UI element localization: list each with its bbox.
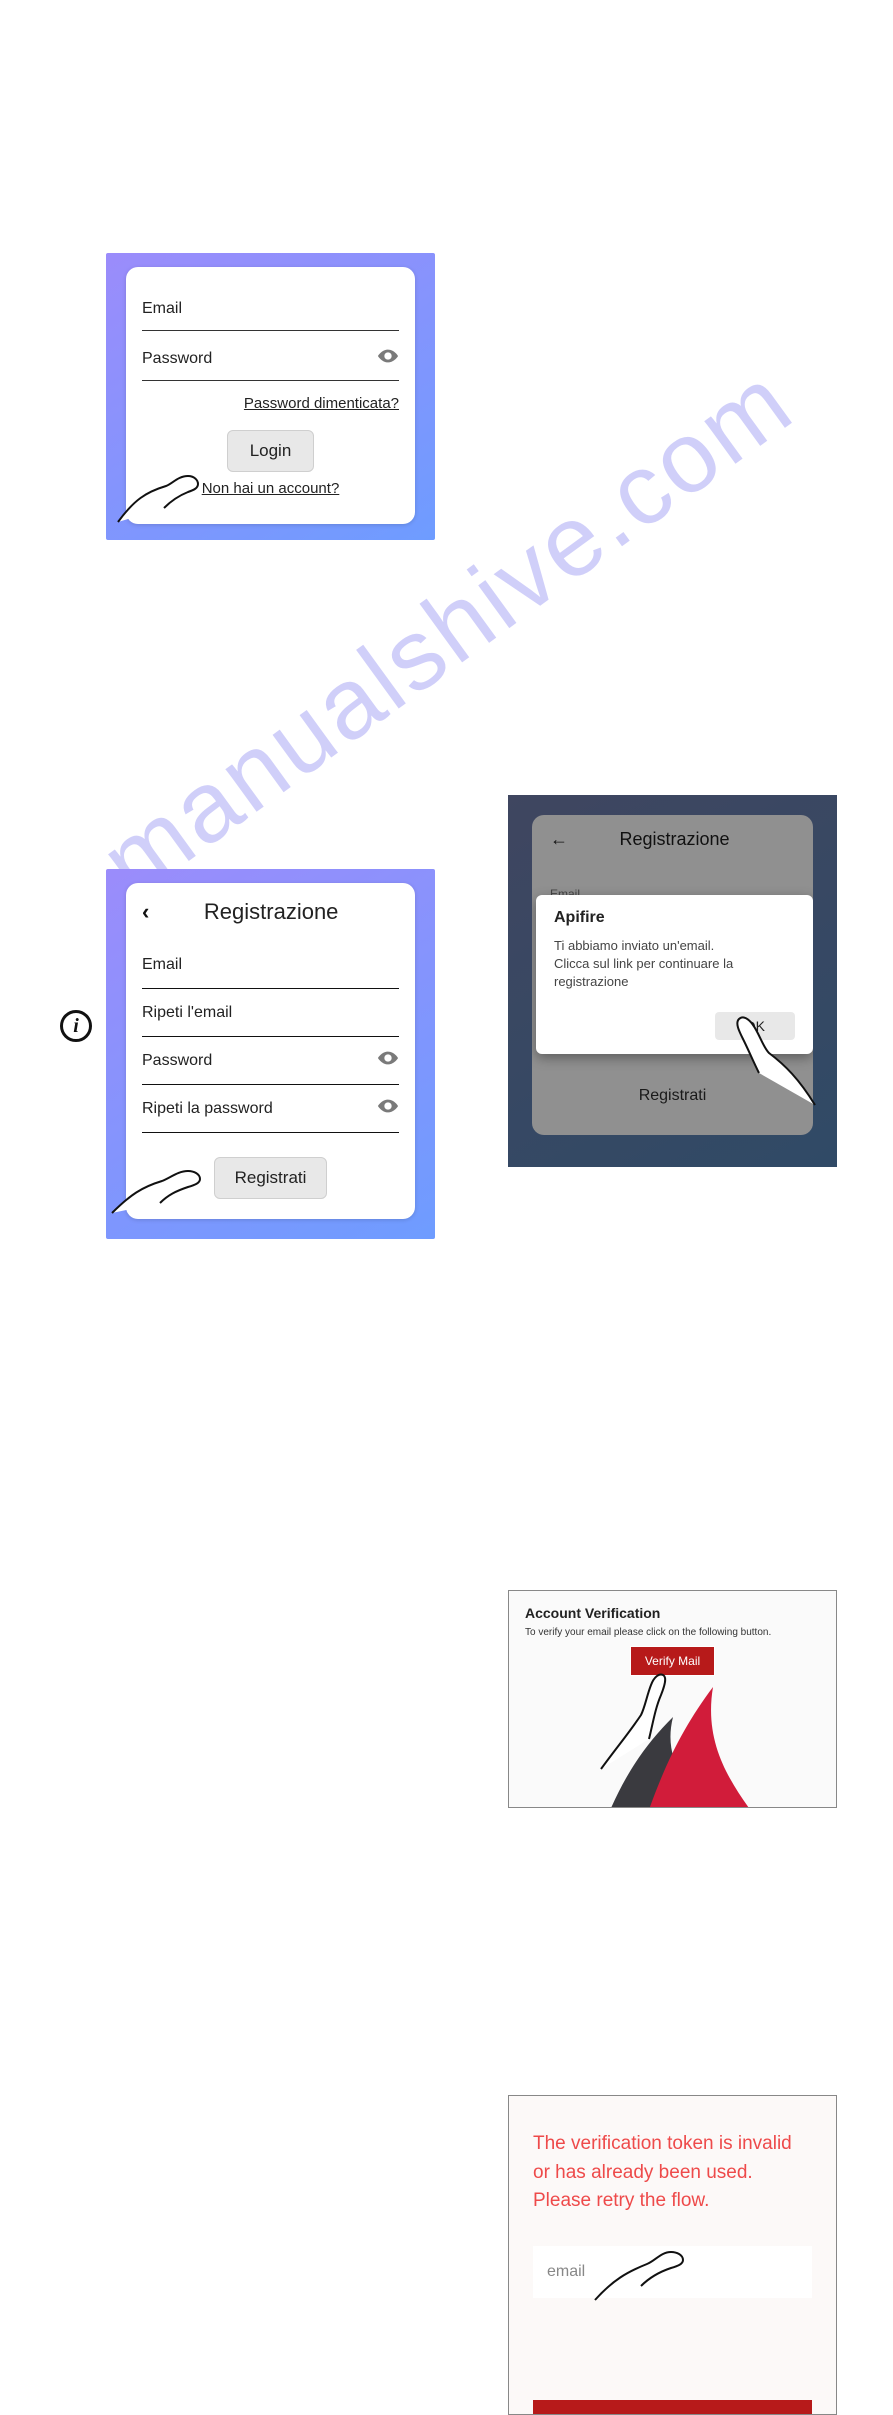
forgot-password-link[interactable]: Password dimenticata? bbox=[142, 395, 399, 412]
verify-title: Account Verification bbox=[525, 1605, 836, 1621]
back-arrow-icon[interactable]: ← bbox=[550, 829, 568, 850]
error-text: The verification token is invalid or has… bbox=[533, 2130, 812, 2216]
info-icon: i bbox=[60, 1010, 92, 1042]
dialog-screenshot-frame: ← Registrazione Email Apifire Ti abbiamo… bbox=[508, 795, 837, 1167]
no-account-link[interactable]: Non hai un account? bbox=[142, 480, 399, 497]
modal-title: Apifire bbox=[554, 909, 795, 927]
verify-email-frame: Account Verification To verify your emai… bbox=[508, 1590, 837, 1808]
eye-icon[interactable] bbox=[377, 345, 399, 372]
reg-password2-field[interactable]: Ripeti la password bbox=[142, 1085, 399, 1133]
login-screenshot-frame: Email Password Password dimenticata? Log… bbox=[106, 253, 435, 540]
back-chevron-icon[interactable]: ‹ bbox=[142, 899, 149, 925]
email-field[interactable]: Email bbox=[142, 287, 399, 331]
eye-icon[interactable] bbox=[377, 1047, 399, 1074]
modal-body-line1: Ti abbiamo inviato un'email. bbox=[554, 938, 714, 953]
reg-password-field[interactable]: Password bbox=[142, 1037, 399, 1085]
eye-icon[interactable] bbox=[377, 1095, 399, 1122]
pointing-hand-icon bbox=[110, 1149, 216, 1215]
modal-ok-button[interactable]: OK bbox=[715, 1012, 795, 1040]
dialog-inner: ← Registrazione Email Apifire Ti abbiamo… bbox=[532, 815, 813, 1135]
register-card: ‹ Registrazione Email Ripeti l'email Pas… bbox=[126, 883, 415, 1219]
login-card: Email Password Password dimenticata? Log… bbox=[126, 267, 415, 524]
bg-register-button: Registrati bbox=[532, 1087, 813, 1105]
register-header: ‹ Registrazione bbox=[142, 899, 399, 925]
email-label: Email bbox=[142, 300, 182, 318]
dialog-header: ← Registrazione bbox=[532, 815, 813, 864]
verify-subtitle: To verify your email please click on the… bbox=[525, 1627, 836, 1638]
register-screenshot-frame: ‹ Registrazione Email Ripeti l'email Pas… bbox=[106, 869, 435, 1239]
reg-email-field[interactable]: Email bbox=[142, 941, 399, 989]
register-title: Registrazione bbox=[169, 899, 373, 925]
reg-email2-field[interactable]: Ripeti l'email bbox=[142, 989, 399, 1037]
modal-body-line2: Clicca sul link per continuare la regist… bbox=[554, 956, 733, 989]
reg-email-label: Email bbox=[142, 956, 182, 974]
login-button[interactable]: Login bbox=[227, 430, 315, 472]
reg-password-label: Password bbox=[142, 1052, 212, 1070]
register-button[interactable]: Registrati bbox=[214, 1157, 328, 1199]
confirmation-modal: Apifire Ti abbiamo inviato un'email. Cli… bbox=[536, 895, 813, 1054]
reg-email2-label: Ripeti l'email bbox=[142, 1004, 232, 1022]
dialog-title: Registrazione bbox=[584, 829, 765, 850]
modal-body: Ti abbiamo inviato un'email. Clicca sul … bbox=[554, 937, 795, 992]
password-field[interactable]: Password bbox=[142, 337, 399, 381]
email-input[interactable]: email bbox=[533, 2246, 812, 2298]
email-placeholder: email bbox=[547, 2263, 585, 2281]
flame-logo-icon bbox=[573, 1657, 773, 1808]
error-frame: The verification token is invalid or has… bbox=[508, 2095, 837, 2415]
submit-bar[interactable] bbox=[533, 2400, 812, 2414]
password-label: Password bbox=[142, 350, 212, 368]
reg-password2-label: Ripeti la password bbox=[142, 1100, 273, 1118]
